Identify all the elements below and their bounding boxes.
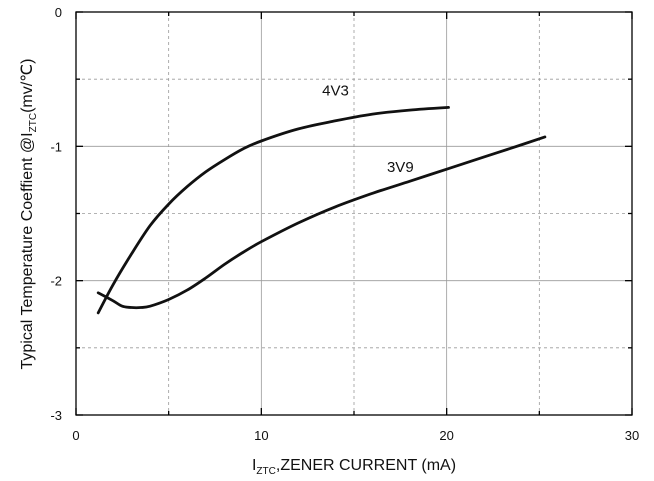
series-lines <box>96 106 547 315</box>
y-tick-label: -2 <box>50 274 62 289</box>
series-label-3v9: 3V9 <box>387 159 414 176</box>
y-axis-title: Typical Temperature Coeffient @IZTC(mv/℃… <box>19 59 39 370</box>
x-tick-label: 20 <box>439 428 453 443</box>
series-label-4v3: 4V3 <box>322 82 349 99</box>
x-tick-label: 10 <box>254 428 268 443</box>
grid <box>76 12 632 415</box>
x-tick-label: 0 <box>72 428 79 443</box>
x-axis-title: IZTC,ZENER CURRENT (mA) <box>252 457 456 477</box>
y-tick-label: -1 <box>50 139 62 154</box>
series-line-4v3 <box>96 106 450 315</box>
tick-labels: 0 10 20 30 0 -1 -2 -3 <box>50 5 639 443</box>
series-line-3v9 <box>96 135 547 310</box>
axis-ticks <box>75 11 633 416</box>
y-tick-label: 0 <box>55 5 62 20</box>
y-tick-label: -3 <box>50 408 62 423</box>
x-tick-label: 30 <box>625 428 639 443</box>
series-annotations: 4V3 3V9 <box>322 82 414 176</box>
